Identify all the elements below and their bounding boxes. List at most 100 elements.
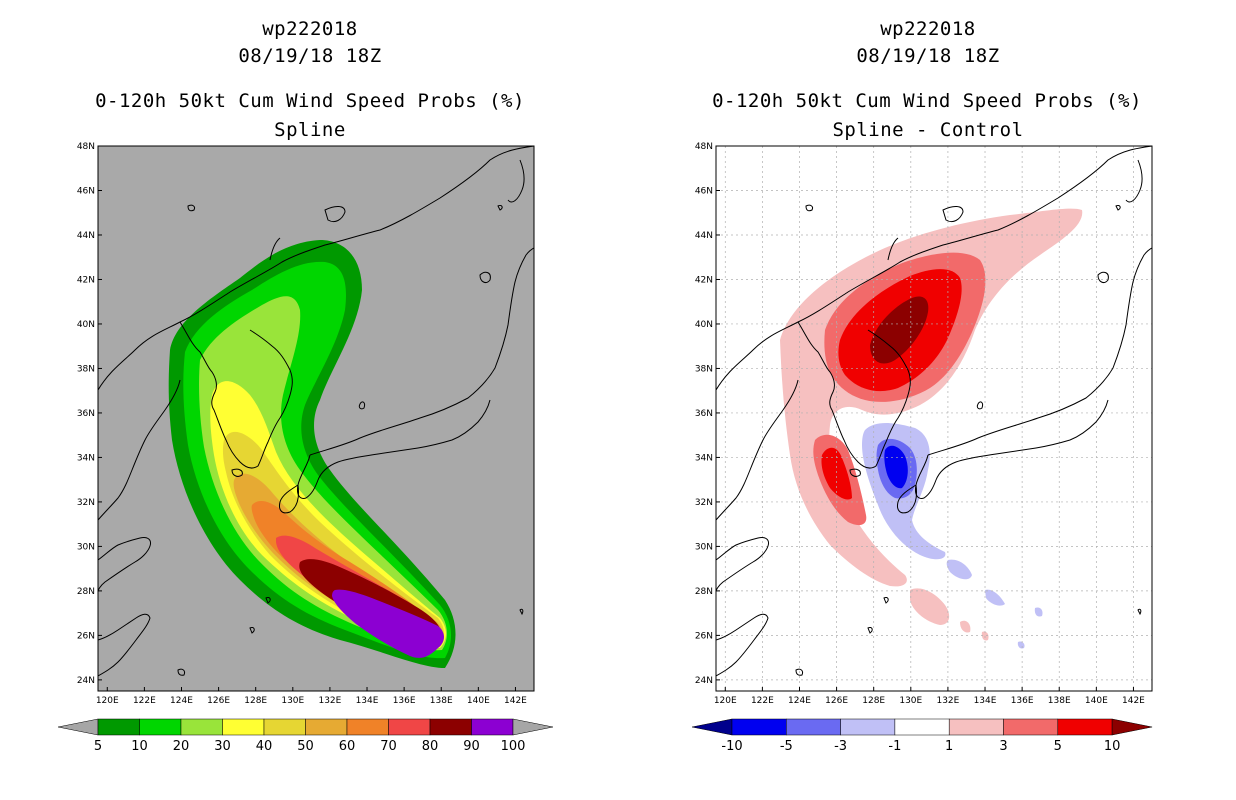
colorbar-label: 70: [380, 739, 397, 754]
right-storm-id: wp222018: [880, 18, 976, 40]
lat-label: 30N: [695, 542, 713, 552]
lat-label: 42N: [77, 275, 95, 285]
lat-label: 42N: [695, 275, 713, 285]
lon-label: 130E: [899, 696, 922, 706]
lon-label: 124E: [170, 696, 193, 706]
diff-band-neg1b: [946, 559, 972, 580]
colorbar-box: [1057, 718, 1113, 736]
colorbar-label: 30: [214, 739, 231, 754]
colorbar-label: 1: [945, 739, 953, 754]
colorbar-label: 3: [999, 739, 1007, 754]
lat-label: 26N: [695, 631, 713, 641]
left-storm-id: wp222018: [262, 18, 358, 40]
lon-label: 120E: [96, 696, 119, 706]
colorbar-over-arrow: [1111, 718, 1153, 736]
lat-label: 36N: [695, 409, 713, 419]
colorbar-box: [786, 718, 841, 736]
lat-label: 32N: [695, 498, 713, 508]
lat-label: 44N: [77, 231, 95, 241]
lat-label: 44N: [695, 231, 713, 241]
lon-label: 142E: [504, 696, 527, 706]
colorbar-label: -3: [834, 739, 847, 754]
prob-band-20: [199, 296, 447, 651]
colorbar-box: [471, 718, 514, 736]
colorbar-box: [948, 718, 1004, 736]
lon-label: 140E: [1085, 696, 1108, 706]
lon-label: 138E: [430, 696, 453, 706]
lon-label: 132E: [936, 696, 959, 706]
lat-label: 40N: [77, 320, 95, 330]
right-subtitle: Spline - Control: [832, 119, 1024, 141]
right-coastlines: [716, 146, 1152, 677]
colorbar-label: 10: [1104, 739, 1121, 754]
lon-label: 126E: [825, 696, 848, 706]
lat-label: 38N: [695, 364, 713, 374]
colorbar-under-arrow: [57, 718, 99, 736]
colorbar-label: 40: [256, 739, 273, 754]
colorbar-label: -10: [721, 739, 742, 754]
left-coastlines: [98, 146, 534, 677]
right-map-frame: [715, 145, 1153, 692]
colorbar-over-arrow: [512, 718, 554, 736]
lat-label: 48N: [77, 142, 95, 152]
lon-label: 132E: [318, 696, 341, 706]
left-colorbar: 5 10 20 30 40 50 60 70 80 90 100: [57, 718, 554, 754]
right-difference-contours: [716, 146, 1152, 691]
colorbar-box: [139, 718, 182, 736]
diff-band-neg1d: [1034, 607, 1043, 617]
left-datetime: 08/19/18 18Z: [238, 45, 382, 67]
colorbar-label: -5: [780, 739, 793, 754]
lat-label: 32N: [77, 498, 95, 508]
colorbar-label: -1: [888, 739, 901, 754]
diff-band-pos5b: [821, 447, 852, 500]
lat-label: 36N: [77, 409, 95, 419]
colorbar-box: [1003, 718, 1059, 736]
lon-label: 142E: [1122, 696, 1145, 706]
diff-band-pos1b: [910, 588, 950, 625]
diff-band-neg5: [884, 445, 908, 489]
colorbar-label: 50: [297, 739, 314, 754]
colorbar-box: [840, 718, 896, 736]
colorbar-box: [305, 718, 348, 736]
lon-label: 122E: [751, 696, 774, 706]
colorbar-box: [429, 718, 472, 736]
right-datetime: 08/19/18 18Z: [856, 45, 1000, 67]
lat-label: 34N: [695, 453, 713, 463]
lat-label: 30N: [77, 542, 95, 552]
left-map-frame: [97, 145, 535, 692]
lon-label: 124E: [788, 696, 811, 706]
lat-label: 40N: [695, 320, 713, 330]
diff-band-neg1e: [1017, 641, 1025, 649]
left-probability-contours: [98, 146, 534, 677]
right-product-title: 0-120h 50kt Cum Wind Speed Probs (%): [712, 90, 1142, 112]
prob-band-90: [332, 589, 444, 658]
lon-label: 140E: [467, 696, 490, 706]
colorbar-box: [180, 718, 223, 736]
lat-label: 26N: [77, 631, 95, 641]
colorbar-label: 5: [1054, 739, 1062, 754]
lon-label: 136E: [393, 696, 416, 706]
diff-band-pos10: [870, 296, 929, 364]
colorbar-label: 100: [501, 739, 526, 754]
lon-label: 122E: [133, 696, 156, 706]
right-colorbar: -10 -5 -3 -1 1 3 5 10: [691, 718, 1153, 754]
colorbar-label: 90: [463, 739, 480, 754]
lon-label: 134E: [974, 696, 997, 706]
colorbar-label: 20: [173, 739, 190, 754]
lat-label: 28N: [77, 587, 95, 597]
left-subtitle: Spline: [274, 119, 346, 141]
right-axis-labels: 48N46N44N42N40N38N36N34N32N30N28N26N24N1…: [695, 142, 1145, 706]
lat-label: 24N: [695, 676, 713, 686]
lon-label: 134E: [356, 696, 379, 706]
lat-label: 46N: [695, 186, 713, 196]
colorbar-box: [97, 718, 140, 736]
colorbar-box: [894, 718, 950, 736]
colorbar-box: [346, 718, 389, 736]
colorbar-under-arrow: [691, 718, 733, 736]
colorbar-box: [731, 718, 787, 736]
lon-label: 128E: [244, 696, 267, 706]
left-product-title: 0-120h 50kt Cum Wind Speed Probs (%): [95, 90, 525, 112]
lon-label: 138E: [1048, 696, 1071, 706]
lat-label: 48N: [695, 142, 713, 152]
